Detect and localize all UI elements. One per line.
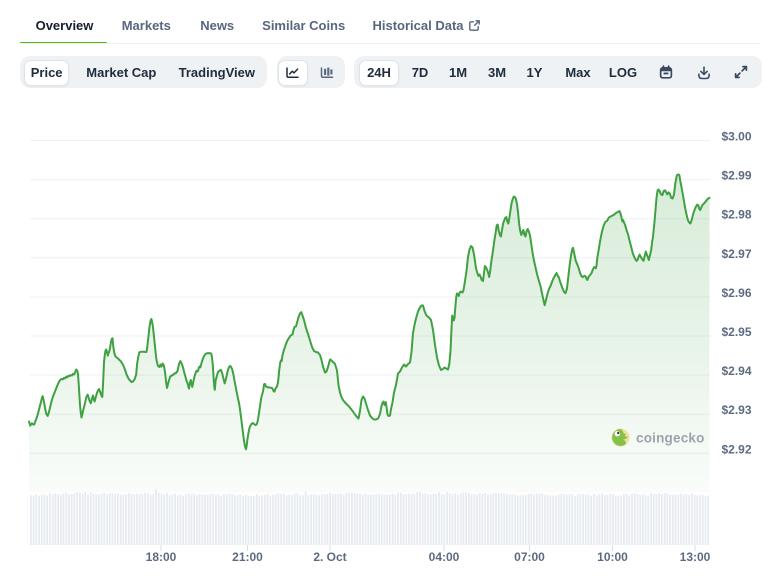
svg-text:21:00: 21:00 — [232, 550, 263, 564]
svg-text:$3.00: $3.00 — [721, 130, 751, 144]
svg-text:$2.98: $2.98 — [721, 208, 751, 222]
svg-text:10:00: 10:00 — [597, 550, 628, 564]
svg-text:coingecko: coingecko — [636, 430, 705, 445]
svg-text:18:00: 18:00 — [146, 550, 177, 564]
svg-text:$2.92: $2.92 — [721, 442, 751, 456]
svg-text:$2.93: $2.93 — [721, 403, 751, 417]
svg-text:07:00: 07:00 — [514, 550, 545, 564]
svg-text:2. Oct: 2. Oct — [313, 550, 346, 564]
svg-text:13:00: 13:00 — [680, 550, 711, 564]
svg-text:$2.99: $2.99 — [721, 169, 751, 183]
svg-text:$2.95: $2.95 — [721, 325, 751, 339]
svg-text:$2.97: $2.97 — [721, 247, 751, 261]
svg-text:$2.96: $2.96 — [721, 286, 751, 300]
svg-text:04:00: 04:00 — [429, 550, 460, 564]
svg-text:$2.94: $2.94 — [721, 364, 751, 378]
